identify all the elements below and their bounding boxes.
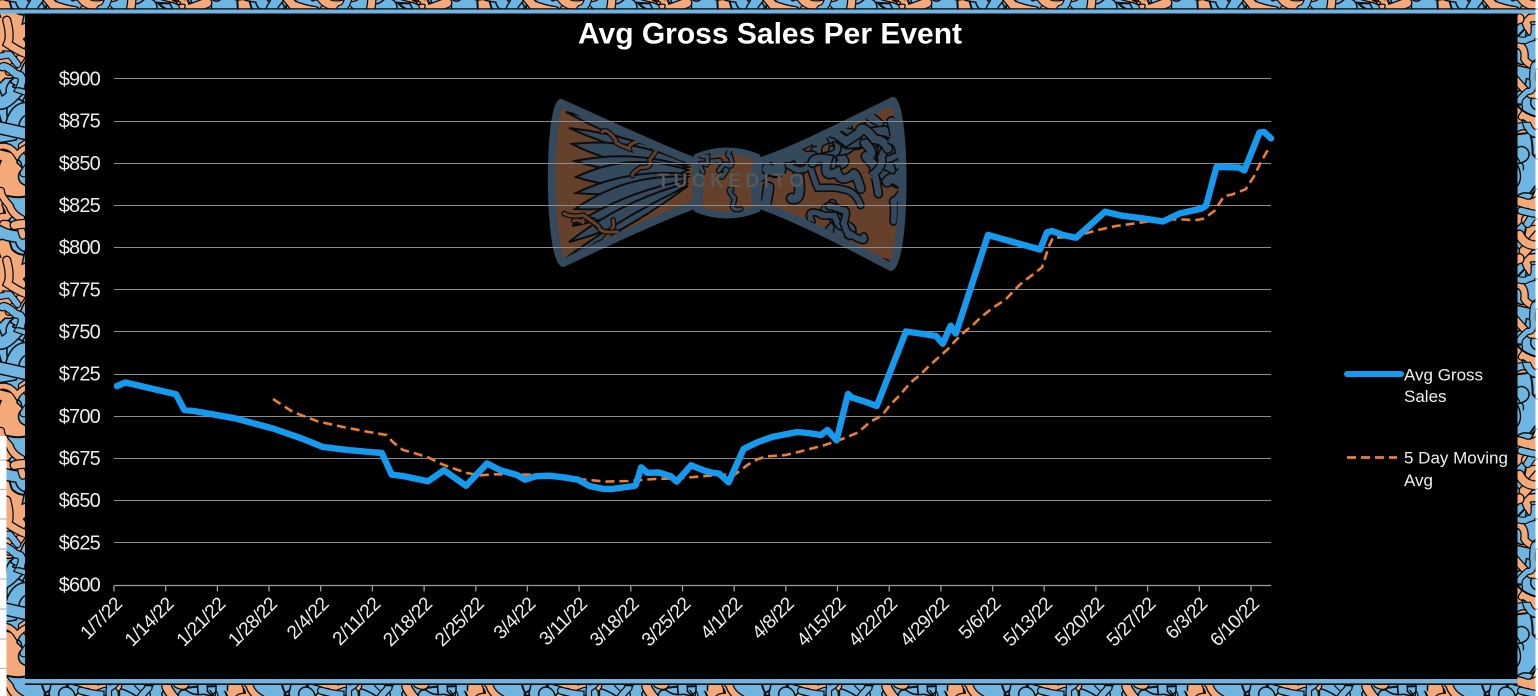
svg-text:$900: $900 [59,69,101,91]
svg-text:$700: $700 [59,406,101,428]
svg-text:$725: $725 [59,364,101,386]
svg-text:5 Day Moving: 5 Day Moving [1404,449,1508,468]
svg-text:$750: $750 [59,322,101,344]
svg-text:$850: $850 [59,153,101,175]
svg-text:Avg Gross: Avg Gross [1404,366,1483,385]
svg-text:$675: $675 [59,448,101,470]
svg-text:Avg Gross Sales Per Event: Avg Gross Sales Per Event [578,18,962,51]
svg-text:TUCKEDITO: TUCKEDITO [658,171,809,192]
svg-text:$775: $775 [59,279,101,301]
svg-text:$875: $875 [59,111,101,133]
svg-text:$825: $825 [59,195,101,217]
svg-text:$800: $800 [59,237,101,259]
svg-text:$600: $600 [59,575,101,597]
svg-text:$625: $625 [59,532,101,554]
svg-text:Avg: Avg [1404,471,1433,490]
svg-text:$650: $650 [59,490,101,512]
svg-text:Sales: Sales [1404,387,1447,406]
